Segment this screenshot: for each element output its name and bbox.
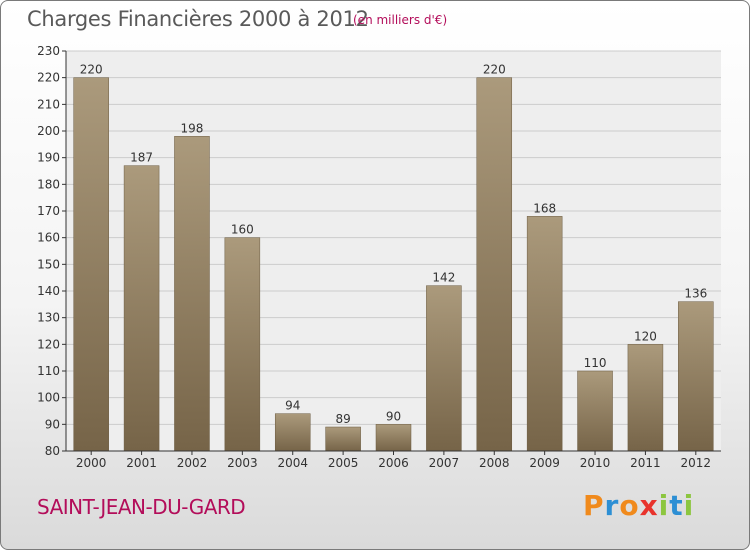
y-tick-label: 80 (45, 444, 60, 458)
y-tick-label: 170 (37, 204, 60, 218)
bar-2009 (526, 216, 563, 452)
chart-subtitle: (en milliers d'€) (353, 13, 448, 27)
bar-value-label: 120 (634, 329, 657, 343)
city-name: SAINT-JEAN-DU-GARD (37, 495, 246, 519)
x-tick-label: 2007 (429, 456, 460, 470)
logo-letter: i (683, 489, 695, 522)
bar-value-label: 187 (130, 151, 153, 165)
bar-value-label: 136 (684, 287, 707, 301)
proxiti-logo: Proxiti (583, 489, 694, 522)
y-tick-label: 140 (37, 284, 60, 298)
x-tick-label: 2001 (126, 456, 157, 470)
bar-2000 (73, 77, 109, 452)
y-tick-label: 200 (37, 124, 60, 138)
x-tick-label: 2011 (630, 456, 661, 470)
bar-2012 (678, 301, 714, 452)
y-tick-label: 180 (37, 177, 60, 191)
bar-value-label: 142 (432, 271, 455, 285)
x-tick-label: 2010 (580, 456, 611, 470)
bar-value-label: 90 (386, 409, 401, 423)
y-tick-label: 100 (37, 391, 60, 405)
x-tick-label: 2000 (76, 456, 107, 470)
logo-letter: P (583, 489, 605, 522)
y-tick-label: 110 (37, 364, 60, 378)
y-tick-label: 210 (37, 97, 60, 111)
y-tick-label: 190 (37, 151, 60, 165)
bar-2005 (325, 426, 361, 452)
bar-2010 (577, 370, 613, 452)
x-tick-label: 2003 (227, 456, 258, 470)
y-tick-label: 120 (37, 337, 60, 351)
y-tick-label: 220 (37, 71, 60, 85)
bar-value-label: 198 (181, 121, 204, 135)
x-tick-label: 2009 (529, 456, 560, 470)
bar-2006 (375, 424, 412, 452)
bar-2011 (627, 344, 664, 452)
chart-title: Charges Financières 2000 à 2012 (27, 7, 369, 31)
logo-letter: t (669, 489, 684, 522)
bar-value-label: 89 (335, 412, 350, 426)
bar-2001 (123, 165, 160, 452)
bar-value-label: 220 (80, 63, 103, 77)
bar-value-label: 168 (533, 201, 556, 215)
x-tick-label: 2012 (681, 456, 712, 470)
x-tick-label: 2008 (479, 456, 510, 470)
logo-letter: x (639, 489, 659, 522)
x-tick-label: 2002 (177, 456, 208, 470)
bar-2007 (426, 285, 462, 452)
logo-letter: i (658, 489, 670, 522)
y-tick-label: 150 (37, 257, 60, 271)
y-tick-label: 130 (37, 311, 60, 325)
bar-2002 (174, 136, 210, 452)
bar-value-label: 110 (584, 356, 607, 370)
bar-value-label: 220 (483, 63, 506, 77)
logo-letter: r (604, 489, 620, 522)
y-tick-label: 230 (37, 44, 60, 58)
bar-2008 (476, 77, 513, 452)
x-tick-label: 2005 (328, 456, 359, 470)
x-tick-label: 2004 (277, 456, 308, 470)
bar-value-label: 160 (231, 223, 254, 237)
bar-2003 (224, 237, 261, 452)
x-tick-label: 2006 (378, 456, 409, 470)
bar-2004 (274, 413, 311, 452)
bar-value-label: 94 (285, 399, 300, 413)
plot-background (66, 51, 721, 451)
logo-letter: o (619, 489, 640, 522)
y-tick-label: 160 (37, 231, 60, 245)
y-tick-label: 90 (45, 417, 60, 431)
